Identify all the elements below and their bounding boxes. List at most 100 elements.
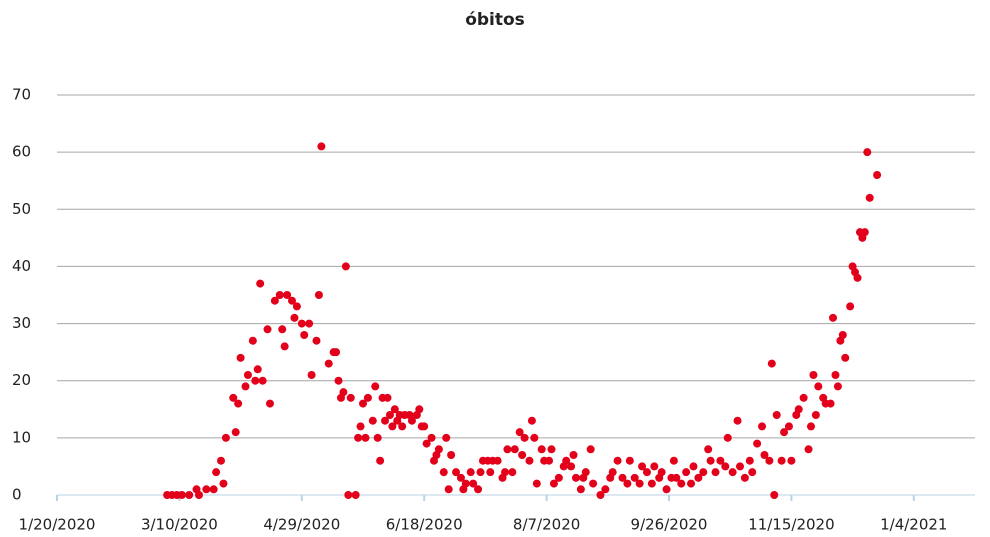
point	[547, 445, 556, 454]
point	[371, 382, 380, 391]
point	[571, 473, 580, 482]
point	[811, 411, 820, 419]
point	[415, 405, 424, 414]
point	[537, 445, 546, 454]
point	[589, 479, 598, 488]
point	[444, 485, 453, 494]
point	[265, 399, 274, 408]
point	[865, 193, 874, 202]
point	[359, 399, 367, 408]
point	[202, 485, 211, 494]
point	[740, 473, 749, 482]
point	[241, 382, 250, 391]
point	[407, 416, 416, 425]
point	[456, 473, 465, 482]
point	[334, 376, 343, 385]
point	[312, 336, 321, 345]
point	[361, 433, 370, 442]
point	[672, 473, 681, 482]
point	[300, 331, 309, 339]
y-tick-label: 50	[12, 200, 31, 218]
point	[381, 416, 390, 425]
point	[258, 376, 267, 385]
point	[596, 491, 605, 499]
point	[317, 142, 326, 151]
point	[510, 445, 519, 454]
point	[351, 491, 360, 499]
point	[500, 468, 509, 477]
point	[753, 439, 762, 448]
point	[833, 382, 842, 391]
point	[711, 468, 720, 477]
point	[385, 411, 394, 419]
point	[290, 313, 299, 322]
x-tick-label: 1/4/2021	[880, 516, 947, 534]
point	[532, 479, 541, 488]
point	[307, 371, 316, 379]
point	[452, 468, 461, 477]
point	[503, 445, 512, 454]
point	[447, 451, 456, 459]
point	[831, 371, 840, 379]
point	[518, 451, 527, 459]
point	[794, 405, 803, 414]
point	[341, 262, 350, 271]
point	[234, 399, 243, 408]
point	[569, 451, 578, 459]
point	[735, 462, 744, 471]
point	[474, 485, 483, 494]
y-tick-label: 70	[12, 86, 31, 104]
point	[185, 491, 194, 499]
point	[682, 468, 691, 477]
x-tick-label: 1/20/2020	[19, 516, 96, 534]
point	[368, 416, 377, 425]
point	[618, 473, 627, 482]
point	[613, 456, 622, 465]
point	[515, 428, 524, 437]
point	[530, 433, 539, 442]
point	[549, 479, 558, 488]
point	[297, 319, 306, 328]
point	[601, 485, 610, 494]
point	[525, 456, 534, 465]
point	[545, 456, 554, 465]
point	[554, 473, 563, 482]
point	[520, 433, 529, 442]
point	[280, 342, 289, 351]
point	[733, 416, 742, 425]
point	[567, 462, 576, 471]
point	[476, 468, 485, 477]
point	[398, 422, 407, 431]
point	[777, 456, 786, 465]
point	[772, 411, 781, 419]
point	[236, 353, 245, 362]
point	[486, 468, 495, 477]
point	[623, 479, 632, 488]
point	[263, 325, 272, 334]
point	[332, 348, 341, 357]
point	[217, 456, 226, 465]
y-tick-label: 0	[12, 486, 22, 504]
point	[662, 485, 671, 494]
point	[853, 273, 862, 282]
point	[758, 422, 767, 431]
point	[586, 445, 595, 454]
point	[527, 416, 536, 425]
point	[427, 433, 436, 442]
point	[466, 468, 475, 477]
point	[826, 399, 835, 408]
point	[677, 479, 686, 488]
point	[780, 428, 789, 437]
point	[860, 228, 869, 237]
point	[356, 422, 365, 431]
x-tick-label: 3/10/2020	[141, 516, 218, 534]
point	[804, 445, 813, 454]
point	[873, 171, 882, 179]
point	[689, 462, 698, 471]
point	[838, 331, 847, 339]
point	[383, 393, 392, 402]
point	[669, 456, 678, 465]
point	[806, 422, 815, 431]
point	[704, 445, 713, 454]
